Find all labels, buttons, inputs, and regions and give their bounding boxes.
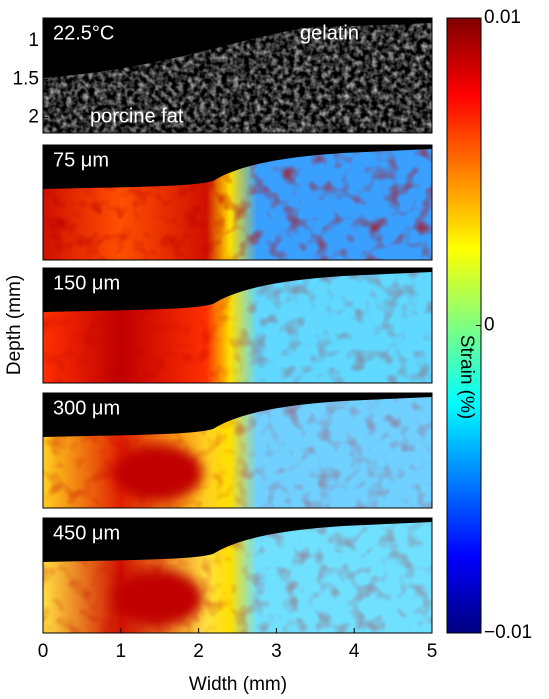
- panel-frame: [42, 392, 433, 509]
- y-tick-label: 1.5: [13, 68, 39, 89]
- ultrasound-image: [43, 23, 432, 133]
- panel-label: 22.5°C: [53, 22, 114, 44]
- x-tick-label: 1: [116, 641, 127, 662]
- x-tick-label: 0: [38, 641, 49, 662]
- strain-hotspot: [113, 570, 203, 626]
- x-tick-label: 3: [271, 641, 282, 662]
- y-axis-label: Depth (mm): [4, 275, 25, 375]
- y-tick-label: 2: [28, 107, 39, 128]
- strain-texture: [43, 272, 432, 383]
- colorbar-tick-label: −0.01: [484, 622, 532, 643]
- annotation: porcine fat: [90, 105, 184, 127]
- panel-frame: [42, 267, 433, 384]
- x-tick-label: 4: [349, 641, 360, 662]
- panel-label: 300 μm: [53, 397, 120, 419]
- colorbar-tick-label: 0: [484, 315, 495, 336]
- colorbar-tick-label: 0.01: [484, 7, 521, 28]
- panel-label: 150 μm: [53, 272, 120, 294]
- x-axis-label: Width (mm): [189, 674, 287, 695]
- x-tick-label: 5: [427, 641, 438, 662]
- annotation: gelatin: [300, 22, 359, 44]
- panel-frame: [42, 144, 433, 261]
- panel-label: 75 μm: [53, 149, 109, 171]
- strain-texture: [43, 149, 432, 260]
- y-tick-label: 1: [28, 30, 39, 51]
- panel-frame: [42, 17, 433, 134]
- panel-frame: [42, 517, 433, 634]
- x-tick-label: 2: [193, 641, 204, 662]
- strain-hotspot: [113, 445, 203, 501]
- colorbar: [446, 17, 482, 634]
- panel-label: 450 μm: [53, 522, 120, 544]
- colorbar-label: Strain (%): [456, 335, 477, 419]
